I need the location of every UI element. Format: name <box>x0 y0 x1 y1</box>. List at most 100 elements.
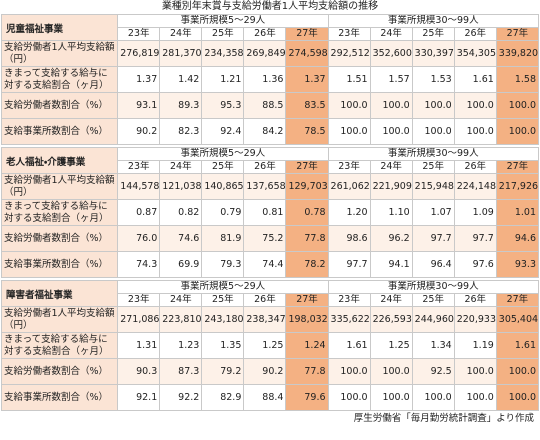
value-cell: 129,703 <box>285 173 329 200</box>
value-cell: 1.01 <box>495 199 540 226</box>
tables: 児童福祉事業 事業所規模5～29人 事業所規模30～99人 23年 24年 25年 26年 2… <box>0 14 540 411</box>
value-cell: 76.0 <box>117 225 161 252</box>
value-cell: 217,926 <box>495 173 540 200</box>
group-header: 事業所規模30～99人 <box>327 147 540 161</box>
value-cell: 1.36 <box>243 66 287 93</box>
value-cell: 88.5 <box>243 92 287 119</box>
value-cell: 97.7 <box>327 251 371 278</box>
value-cell: 100.0 <box>327 118 371 145</box>
value-cell: 92.1 <box>117 384 161 411</box>
group-header: 事業所規模30～99人 <box>327 280 540 294</box>
value-cell: 100.0 <box>453 358 497 385</box>
value-cell: 244,960 <box>411 306 455 333</box>
year-header: 23年 <box>117 293 161 307</box>
year-header: 25年 <box>411 293 455 307</box>
page-title: 業種別年末賞与支給労働者1人平均支給額の推移 <box>161 1 379 12</box>
value-cell: 269,849 <box>243 40 287 67</box>
data-row: 支給事業所数割合（%） 92.1 92.2 82.9 88.4 79.6 100.0 100.… <box>0 384 540 411</box>
value-cell: 82.9 <box>201 384 245 411</box>
data-row: 支給労働者数割合（%） 76.0 74.6 81.9 75.2 77.8 98.6 96.2 9… <box>0 225 540 252</box>
value-cell: 88.4 <box>243 384 287 411</box>
year-header: 26年 <box>243 293 287 307</box>
value-cell: 93.3 <box>495 251 540 278</box>
value-cell: 100.0 <box>453 384 497 411</box>
year-header: 24年 <box>369 27 413 41</box>
value-cell: 121,038 <box>159 173 203 200</box>
value-cell: 84.2 <box>243 118 287 145</box>
value-cell: 100.0 <box>411 118 455 145</box>
value-cell: 1.61 <box>453 66 497 93</box>
value-cell: 354,305 <box>453 40 497 67</box>
source-note: 厚生労働省「毎月勤労統計調査」より作成 <box>353 413 534 424</box>
value-cell: 305,404 <box>495 306 540 333</box>
value-cell: 1.09 <box>453 199 497 226</box>
value-cell: 90.2 <box>243 358 287 385</box>
year-header: 24年 <box>369 160 413 174</box>
value-cell: 215,948 <box>411 173 455 200</box>
year-header: 25年 <box>411 160 455 174</box>
value-cell: 77.8 <box>285 358 329 385</box>
value-cell: 261,062 <box>327 173 371 200</box>
data-row: きまって支給する給与に対する支給割合（ヶ月） 1.37 1.42 1.21 1.36 1.… <box>0 66 540 93</box>
value-cell: 352,600 <box>369 40 413 67</box>
year-header: 26年 <box>243 160 287 174</box>
data-row: 支給事業所数割合（%） 74.3 69.9 79.3 74.4 78.2 97.7 94.1 9… <box>0 251 540 278</box>
value-cell: 100.0 <box>369 384 413 411</box>
value-cell: 74.4 <box>243 251 287 278</box>
value-cell: 1.42 <box>159 66 203 93</box>
year-header: 23年 <box>327 160 371 174</box>
value-cell: 238,347 <box>243 306 287 333</box>
value-cell: 0.87 <box>117 199 161 226</box>
data-row: きまって支給する給与に対する支給割合（ヶ月） 0.87 0.82 0.79 0.81 0.… <box>0 199 540 226</box>
value-cell: 100.0 <box>327 92 371 119</box>
value-cell: 81.9 <box>201 225 245 252</box>
value-cell: 79.6 <box>285 384 329 411</box>
group-header: 事業所規模5～29人 <box>117 14 329 28</box>
year-row: 23年 24年 25年 26年 27年 23年 24年 25年 26年 27年 <box>2 160 540 174</box>
group-header: 事業所規模5～29人 <box>117 280 329 294</box>
row-label: 支給労働者1人平均支給額（円） <box>0 40 119 67</box>
value-cell: 335,622 <box>327 306 371 333</box>
year-header: 24年 <box>159 293 203 307</box>
value-cell: 97.6 <box>453 251 497 278</box>
year-header: 23年 <box>117 27 161 41</box>
value-cell: 1.31 <box>117 332 161 359</box>
value-cell: 95.3 <box>201 92 245 119</box>
value-cell: 1.25 <box>369 332 413 359</box>
value-cell: 1.21 <box>201 66 245 93</box>
value-cell: 137,658 <box>243 173 287 200</box>
value-cell: 90.2 <box>117 118 161 145</box>
year-header: 26年 <box>453 160 497 174</box>
group-header-row: 老人福祉・介護事業 事業所規模5～29人 事業所規模30～99人 <box>0 147 540 174</box>
year-header: 27年 <box>495 27 540 41</box>
value-cell: 94.1 <box>369 251 413 278</box>
year-header: 25年 <box>411 27 455 41</box>
data-row: 支給労働者1人平均支給額（円） 271,086 223,810 243,180 238,… <box>0 306 540 333</box>
row-label: 支給事業所数割合（%） <box>0 251 119 278</box>
value-cell: 1.07 <box>411 199 455 226</box>
data-row: 支給労働者1人平均支給額（円） 144,578 121,038 140,865 137,… <box>0 173 540 200</box>
value-cell: 274,598 <box>285 40 329 67</box>
year-header: 26年 <box>453 293 497 307</box>
value-cell: 94.6 <box>495 225 540 252</box>
year-header: 27年 <box>495 293 540 307</box>
value-cell: 77.8 <box>285 225 329 252</box>
year-header: 25年 <box>201 160 245 174</box>
value-cell: 198,032 <box>285 306 329 333</box>
year-header: 24年 <box>159 27 203 41</box>
value-cell: 69.9 <box>159 251 203 278</box>
row-label: 支給労働者1人平均支給額（円） <box>0 306 119 333</box>
value-cell: 97.7 <box>411 225 455 252</box>
value-cell: 226,593 <box>369 306 413 333</box>
value-cell: 1.24 <box>285 332 329 359</box>
row-label: 支給労働者数割合（%） <box>0 92 119 119</box>
year-row: 23年 24年 25年 26年 27年 23年 24年 25年 26年 27年 <box>2 293 540 307</box>
year-header: 27年 <box>495 160 540 174</box>
value-cell: 1.57 <box>369 66 413 93</box>
value-cell: 100.0 <box>327 384 371 411</box>
value-cell: 96.4 <box>411 251 455 278</box>
value-cell: 100.0 <box>495 358 540 385</box>
group-header-row: 障害者福祉事業 事業所規模5～29人 事業所規模30～99人 <box>0 280 540 307</box>
value-cell: 100.0 <box>411 92 455 119</box>
